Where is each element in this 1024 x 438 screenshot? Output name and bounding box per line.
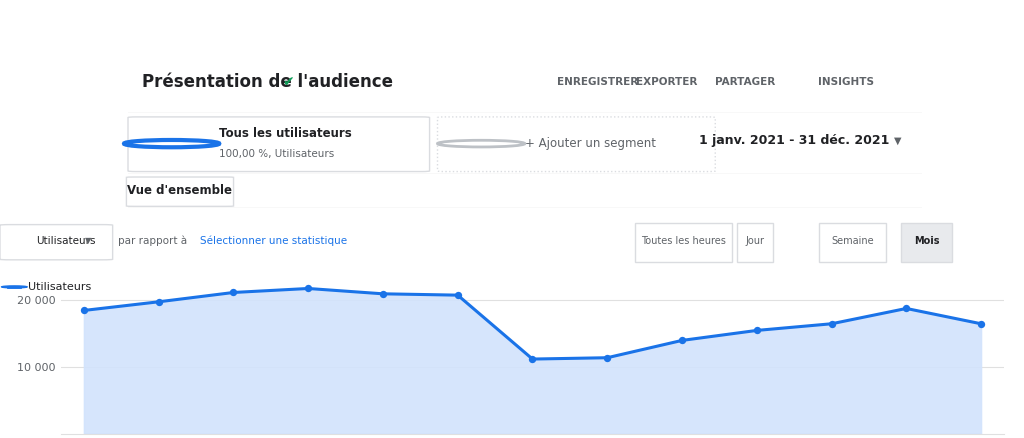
Text: 100,00 %, Utilisateurs: 100,00 %, Utilisateurs xyxy=(219,149,335,159)
FancyBboxPatch shape xyxy=(0,225,113,260)
Text: Vue d'ensemble: Vue d'ensemble xyxy=(127,184,232,197)
Point xyxy=(823,320,840,327)
Text: Toutes les heures: Toutes les heures xyxy=(641,236,726,246)
Text: EXPORTER: EXPORTER xyxy=(636,77,697,87)
FancyBboxPatch shape xyxy=(437,117,715,172)
Point xyxy=(300,285,316,292)
Point xyxy=(450,292,466,299)
Text: Jour: Jour xyxy=(745,236,765,246)
Text: INSIGHTS: INSIGHTS xyxy=(818,77,874,87)
Point xyxy=(674,337,690,344)
FancyBboxPatch shape xyxy=(635,223,732,262)
Text: Mois: Mois xyxy=(914,236,939,246)
Text: par rapport à: par rapport à xyxy=(118,236,187,246)
Text: ENREGISTRER: ENREGISTRER xyxy=(557,77,638,87)
FancyBboxPatch shape xyxy=(128,117,430,172)
Point xyxy=(973,320,989,327)
Point xyxy=(76,307,92,314)
Text: Semaine: Semaine xyxy=(831,236,873,246)
Point xyxy=(599,354,615,361)
Text: Tous les utilisateurs: Tous les utilisateurs xyxy=(219,127,352,140)
FancyBboxPatch shape xyxy=(901,223,952,262)
FancyBboxPatch shape xyxy=(737,223,773,262)
Text: Utilisateurs: Utilisateurs xyxy=(36,236,95,246)
FancyBboxPatch shape xyxy=(819,223,886,262)
Text: 1 janv. 2021 - 31 déc. 2021: 1 janv. 2021 - 31 déc. 2021 xyxy=(699,134,890,147)
Text: ▼: ▼ xyxy=(85,237,91,245)
Text: ✔: ✔ xyxy=(283,75,294,89)
Text: PARTAGER: PARTAGER xyxy=(715,77,775,87)
Text: Présentation de l'audience: Présentation de l'audience xyxy=(142,73,393,91)
Point xyxy=(524,356,541,363)
Circle shape xyxy=(1,286,28,288)
Point xyxy=(151,298,167,305)
Point xyxy=(898,305,914,312)
Point xyxy=(375,290,391,297)
Text: Utilisateurs: Utilisateurs xyxy=(29,282,91,292)
Point xyxy=(749,327,765,334)
Text: Sélectionner une statistique: Sélectionner une statistique xyxy=(200,236,347,246)
Point xyxy=(225,289,242,296)
FancyBboxPatch shape xyxy=(126,177,233,206)
Text: + Ajouter un segment: + Ajouter un segment xyxy=(524,137,655,150)
Text: ▼: ▼ xyxy=(894,136,901,145)
